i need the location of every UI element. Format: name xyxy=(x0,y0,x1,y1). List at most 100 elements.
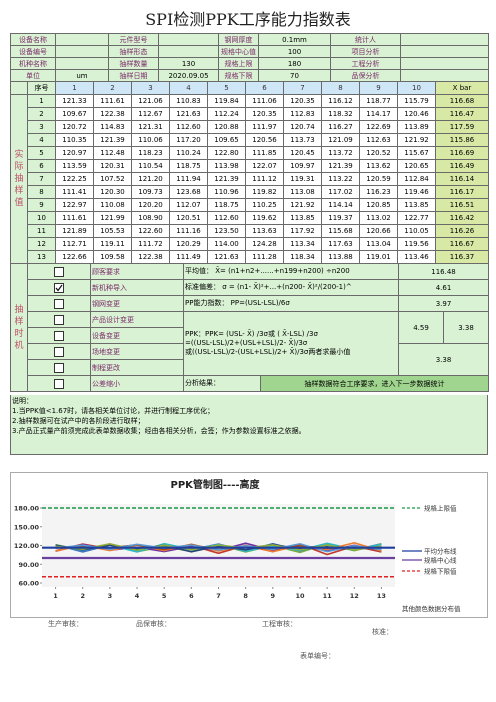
checkbox xyxy=(54,282,64,293)
x-tick-label: 5 xyxy=(162,592,167,600)
field-label: 单位 xyxy=(10,69,56,82)
field-value: 0.1mm xyxy=(258,33,331,46)
row-number: 9 xyxy=(27,198,56,212)
sample-value: 113.59 xyxy=(55,159,94,173)
sample-value: 119.31 xyxy=(283,172,322,186)
column-header: X bar xyxy=(435,81,489,95)
option-text: 产品设计变更 xyxy=(90,311,184,328)
header-row: 机种名称 抽样数量 130 规格上限 180 工程分析 xyxy=(10,57,489,70)
row-number: 8 xyxy=(27,185,56,199)
sample-value: 112.63 xyxy=(359,133,398,147)
field-value: um xyxy=(55,69,109,82)
field-label: 元件型号 xyxy=(108,33,159,46)
sample-row: 11 121.89 105.53 122.60 111.16 123.50 113.63 11… xyxy=(11,224,489,238)
sample-value: 118.77 xyxy=(359,94,398,108)
sample-value: 120.30 xyxy=(93,185,132,199)
formula-value: 4.61 xyxy=(398,279,489,296)
sample-value: 108.90 xyxy=(131,211,170,225)
sample-value: 123.68 xyxy=(169,185,208,199)
x-tick-label: 11 xyxy=(323,592,333,600)
sample-value: 122.66 xyxy=(55,250,94,264)
field-value: 2020.09.05 xyxy=(158,69,219,82)
sample-value: 119.84 xyxy=(207,94,246,108)
sample-value: 121.09 xyxy=(321,133,360,147)
sample-value: 111.72 xyxy=(131,237,170,251)
column-header: 序号 xyxy=(27,81,56,95)
sample-value: 111.61 xyxy=(93,94,132,108)
column-header: 9 xyxy=(359,81,398,95)
column-header: 10 xyxy=(397,81,436,95)
chart: PPK管制图----高度 180.00 150.00 120.00 90.00 60.00… xyxy=(10,472,488,618)
column-header: 1 xyxy=(55,81,94,95)
formula-line: PPK：PPK= (USL- X̄) /3σ或 ( X̄-LSL) /3σ xyxy=(185,330,318,338)
analysis-label: 分析结果： xyxy=(183,375,261,392)
sample-row: 2 109.67 122.38 112.67 121.63 112.24 120.35 112… xyxy=(11,107,489,121)
sample-value: 114.00 xyxy=(207,237,246,251)
row-number: 2 xyxy=(27,107,56,121)
sample-value: 112.71 xyxy=(55,237,94,251)
sample-value: 119.56 xyxy=(397,237,436,251)
option-text: 设备变更 xyxy=(90,327,184,344)
chart-title: PPK管制图----高度 xyxy=(170,478,260,491)
field-label: 钢网厚度 xyxy=(218,33,259,46)
y-tick-label: 120.00 xyxy=(14,542,40,550)
sample-value: 113.22 xyxy=(321,172,360,186)
y-tick-label: 60.00 xyxy=(18,580,39,588)
note-item: 1.当PPK值<1.67时，请各相关单位讨论，并进行制程工序优化； xyxy=(12,407,215,415)
x-bar: 116.68 xyxy=(435,94,489,108)
sample-value: 113.73 xyxy=(283,133,322,147)
field-value: 100 xyxy=(258,45,331,58)
analysis-text: 抽样数据符合工序要求，进入下一步数据统计 xyxy=(260,375,489,392)
sample-value: 122.38 xyxy=(131,250,170,264)
field-label: 规格中心值 xyxy=(218,45,259,58)
formula-line: =((USL-LSL)/2+(USL+LSL)/2- X̄)/3σ xyxy=(185,339,308,347)
x-bar: 116.51 xyxy=(435,198,489,212)
sample-value: 112.83 xyxy=(283,107,322,121)
sample-value: 121.39 xyxy=(93,133,132,147)
x-tick-label: 1 xyxy=(53,592,58,600)
signature-field: 表单编号： xyxy=(300,652,335,660)
sample-value: 120.31 xyxy=(93,159,132,173)
sample-value: 113.34 xyxy=(283,237,322,251)
field-value xyxy=(55,45,109,58)
checkbox xyxy=(54,266,64,277)
x-bar: 116.17 xyxy=(435,185,489,199)
field-value xyxy=(400,45,489,58)
column-header-row: 序号 1 2 3 4 5 6 7 8 9 10 X bar xyxy=(10,81,489,95)
sample-value: 110.25 xyxy=(245,198,284,212)
x-tick-label: 8 xyxy=(243,592,248,600)
legend-note: 其他颜色数据分布值 xyxy=(402,604,461,613)
sample-value: 120.72 xyxy=(55,120,94,134)
sample-value: 113.72 xyxy=(321,146,360,160)
field-label: 统计人 xyxy=(330,33,401,46)
signature-field: 核准： xyxy=(372,628,393,636)
x-tick-label: 2 xyxy=(80,592,85,600)
field-value xyxy=(55,33,109,46)
sample-value: 120.29 xyxy=(169,237,208,251)
sample-value: 113.85 xyxy=(397,198,436,212)
checkbox xyxy=(54,346,64,357)
sample-value: 120.66 xyxy=(359,224,398,238)
checkbox-cell xyxy=(27,327,91,344)
checkbox-cell xyxy=(27,295,91,312)
sample-value: 120.56 xyxy=(245,133,284,147)
sample-value: 112.24 xyxy=(207,107,246,121)
sample-value: 116.23 xyxy=(359,185,398,199)
sample-value: 120.85 xyxy=(359,198,398,212)
header-table: 设备名称 元件型号 钢网厚度 0.1mm 统计人 设备编号 抽样形态 规格中心值 100 项目分析… xyxy=(10,33,489,82)
sample-value: 118.75 xyxy=(207,198,246,212)
field-value xyxy=(400,33,489,46)
y-tick-label: 90.00 xyxy=(18,561,39,569)
field-label: 机种名称 xyxy=(10,57,56,70)
sample-value: 122.77 xyxy=(397,211,436,225)
sample-value: 121.63 xyxy=(207,250,246,264)
sample-value: 115.68 xyxy=(321,224,360,238)
field-label: 品保分析 xyxy=(330,69,401,82)
option-text: 钢网变更 xyxy=(90,295,184,312)
sample-row: 4 110.35 121.39 110.06 117.20 109.65 120.56 113… xyxy=(11,133,489,147)
column-header: 5 xyxy=(207,81,246,95)
field-label: 抽样数量 xyxy=(108,57,159,70)
row-number: 3 xyxy=(27,120,56,134)
sample-value: 119.37 xyxy=(321,211,360,225)
